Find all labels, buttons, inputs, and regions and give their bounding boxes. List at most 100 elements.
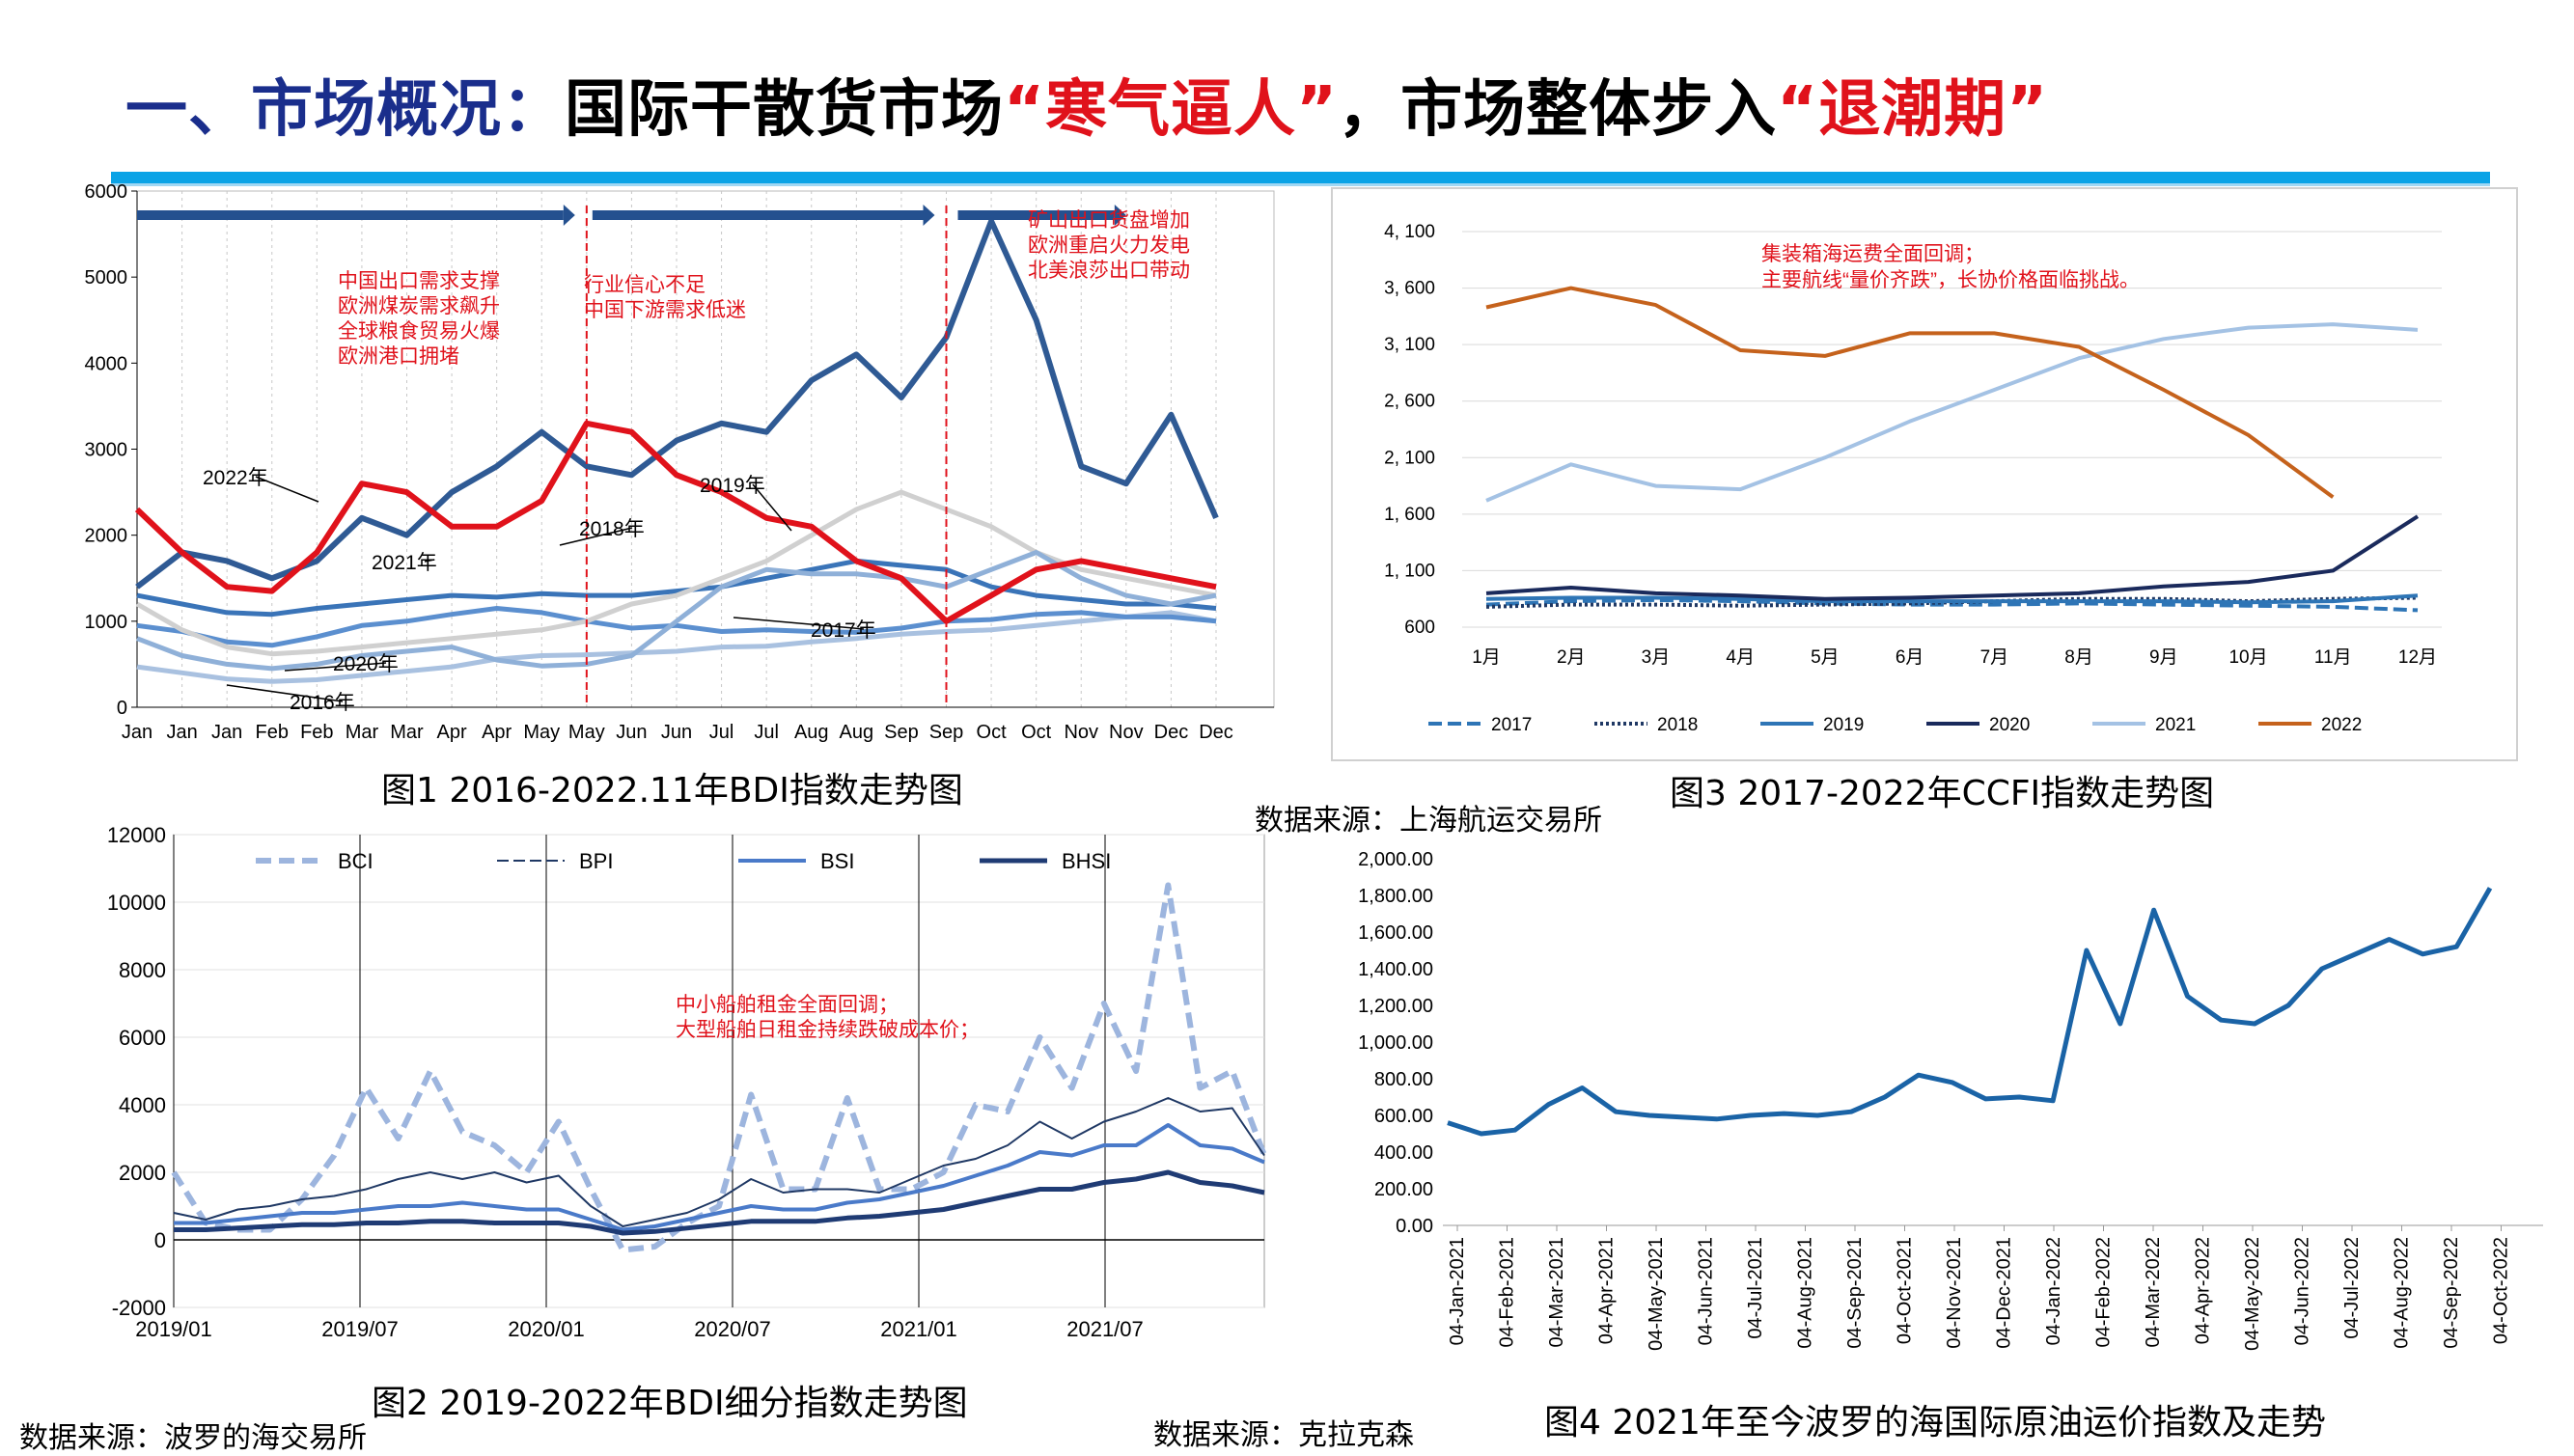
fig3-series-2021 — [1485, 322, 2419, 503]
fig3-chart: 600 1, 100 1, 600 2, 100 2, 600 3, 100 3, 600 4… — [1331, 187, 2518, 761]
fig4-x-tick: 04-Jun-2022 — [2292, 1237, 2313, 1345]
fig4-x-tick: 04-Sep-2021 — [1844, 1237, 1866, 1349]
fig3-x-tick: 4月 — [1726, 647, 1755, 668]
fig2-y-tick: 2000 — [119, 1161, 166, 1185]
title-underline-shadow — [111, 183, 2490, 186]
fig1-annotation: 中国出口需求支撑 — [338, 270, 500, 292]
fig3-x-tick: 7月 — [1980, 647, 2009, 668]
fig1-x-tick: Apr — [482, 722, 512, 743]
fig1-x-tick: Dec — [1199, 722, 1233, 743]
fig4-x-tick: 04-Jun-2021 — [1696, 1237, 1717, 1345]
fig4-x-tick: 04-Apr-2022 — [2193, 1237, 2214, 1344]
fig4-x-tick: 04-Oct-2022 — [2491, 1237, 2512, 1344]
fig1-x-tick: Aug — [794, 722, 829, 743]
fig4-x-tick: 04-Dec-2021 — [1994, 1237, 2015, 1349]
fig1-y-tick: 3000 — [85, 440, 128, 461]
fig3-y-tick: 1, 100 — [1384, 561, 1435, 581]
fig2-legend-label: BCI — [338, 849, 374, 873]
fig1-annotation: 北美浪莎出口带动 — [1028, 260, 1190, 282]
fig1-series-2022年 — [134, 420, 1217, 624]
fig1-x-tick: May — [568, 722, 605, 743]
fig4-caption: 图4 2021年至今波罗的海国际原油运价指数及走势 — [1544, 1403, 2326, 1442]
fig4-y-tick: 400.00 — [1374, 1142, 1433, 1164]
fig1-series-label: 2020年 — [333, 653, 399, 675]
fig4-y-tick: 1,200.00 — [1358, 996, 1433, 1017]
fig1-label-leader — [226, 684, 344, 702]
fig2-x-tick: 2020/01 — [508, 1317, 585, 1341]
fig2-x-tick: 2019/07 — [321, 1317, 399, 1341]
fig1-label-leader — [424, 559, 435, 563]
fig3-x-tick: 11月 — [2314, 647, 2352, 668]
fig1-series-label: 2018年 — [579, 518, 645, 540]
fig4-x-tick: 04-Aug-2021 — [1795, 1237, 1816, 1349]
fig4-x-tick: 04-Jan-2021 — [1447, 1237, 1468, 1345]
fig2-y-tick: -2000 — [112, 1296, 166, 1320]
fig3-x-tick: 9月 — [2149, 647, 2178, 668]
fig2-y-tick: 4000 — [119, 1093, 166, 1117]
fig1-chart: Jan Jan Jan Feb Feb Mar Mar Apr Apr May May Jun Jun J… — [85, 181, 1275, 743]
fig4-y-tick: 0.00 — [1396, 1216, 1433, 1237]
fig1-x-tick: Aug — [840, 722, 874, 743]
fig3-y-tick: 1, 600 — [1384, 505, 1435, 525]
fig1-x-tick: Mar — [390, 722, 424, 743]
fig3-y-tick: 4, 100 — [1384, 222, 1435, 242]
fig1-annotation: 矿山出口货盘增加 — [1028, 209, 1190, 232]
fig1-x-tick: Dec — [1154, 722, 1189, 743]
fig1-y-tick: 2000 — [85, 526, 128, 547]
fig1-x-tick: Mar — [346, 722, 379, 743]
fig3-x-tick: 3月 — [1642, 647, 1671, 668]
fig1-series-label: 2017年 — [811, 619, 876, 642]
fig1-x-tick: Oct — [977, 722, 1008, 743]
fig4-y-tick: 200.00 — [1374, 1179, 1433, 1200]
fig1-series-2018年 — [136, 558, 1217, 618]
fig3-legend-label: 2020 — [1989, 715, 2030, 735]
fig1-y-tick: 5000 — [85, 267, 128, 288]
fig3-caption: 图3 2017-2022年CCFI指数走势图 — [1670, 774, 2215, 813]
fig2-annotation: 大型船舶日租金持续跌破成本价； — [676, 1019, 980, 1041]
fig4-x-tick: 04-Feb-2021 — [1497, 1237, 1518, 1348]
fig3-legend-label: 2018 — [1657, 715, 1698, 735]
fig2-legend-label: BSI — [820, 849, 854, 873]
fig3-legend-label: 2022 — [2321, 715, 2362, 735]
fig2-legend-label: BPI — [579, 849, 613, 873]
fig3-x-tick: 8月 — [2064, 647, 2093, 668]
fig1-x-tick: Nov — [1109, 722, 1144, 743]
fig2-x-tick: 2021/01 — [880, 1317, 957, 1341]
fig1-label-leader — [284, 662, 387, 672]
fig2-caption: 图2 2019-2022年BDI细分指数走势图 — [372, 1384, 968, 1423]
fig1-period-arrow-shaft — [592, 210, 924, 220]
fig4-y-tick: 600.00 — [1374, 1106, 1433, 1127]
fig1-x-tick: Apr — [437, 722, 467, 743]
fig1-x-tick: Sep — [929, 722, 964, 743]
fig3-x-tick: 1月 — [1472, 647, 1501, 668]
title-part2: 国际干散货市场 — [565, 74, 1004, 146]
fig3-y-tick: 2, 600 — [1384, 392, 1435, 412]
fig2-legend-label: BHSI — [1062, 849, 1111, 873]
fig1-series-label: 2022年 — [203, 467, 268, 489]
fig4-y-tick: 1,800.00 — [1358, 886, 1433, 907]
fig1-label-leader — [733, 617, 865, 630]
fig1-x-tick: Jan — [122, 722, 152, 743]
fig1-period-arrow-shaft — [137, 210, 564, 220]
fig1-y-tick: 0 — [117, 698, 127, 719]
fig1-x-tick: Sep — [884, 722, 919, 743]
fig3-x-tick: 2月 — [1557, 647, 1586, 668]
fig1-label-leader — [255, 476, 319, 503]
fig3-frame — [1331, 187, 2518, 761]
fig1-series-2020年 — [136, 550, 1217, 672]
fig4-x-tick: 04-Nov-2021 — [1944, 1237, 1965, 1349]
fig4-y-tick: 1,400.00 — [1358, 959, 1433, 980]
title-part5: “退潮期” — [1777, 74, 2049, 146]
fig4-series-line — [1447, 887, 2493, 1137]
fig3-series-2019 — [1485, 593, 2419, 605]
fig1-period-arrow-head — [1114, 205, 1126, 226]
fig2-x-tick: 2019/01 — [135, 1317, 212, 1341]
fig2-annotation: 中小船舶租金全面回调； — [676, 994, 899, 1016]
fig3-x-tick: 6月 — [1896, 647, 1924, 668]
fig3-panel: 600 1, 100 1, 600 2, 100 2, 600 3, 100 3, 600 4… — [1331, 187, 2519, 762]
fig3-legend-label: 2019 — [1823, 715, 1864, 735]
fig4-x-tick: 04-Jan-2022 — [2043, 1237, 2064, 1345]
fig3-x-tick: 5月 — [1811, 647, 1840, 668]
fig1-x-tick: May — [523, 722, 560, 743]
fig4-y-tick: 1,600.00 — [1358, 922, 1433, 944]
